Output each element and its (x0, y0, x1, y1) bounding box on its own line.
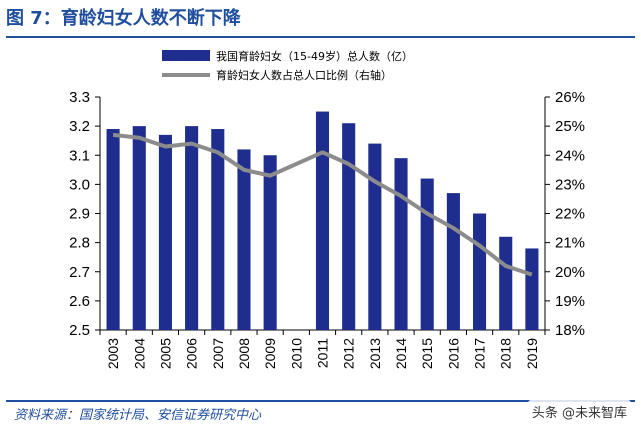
watermark: 头条 @未来智库 (528, 400, 631, 423)
bar (447, 193, 460, 330)
y-right-tick-label: 20% (555, 264, 585, 281)
x-tick-label: 2015 (419, 338, 435, 369)
legend-label-line: 育龄妇女人数占总人口比例（右轴） (216, 68, 392, 82)
y-right-tick-label: 26% (555, 89, 585, 106)
y-right-tick-label: 21% (555, 235, 585, 252)
x-tick-label: 2014 (393, 338, 409, 369)
bar (316, 112, 329, 330)
y-left-tick-label: 2.9 (69, 206, 90, 223)
y-left-tick-label: 3.0 (69, 176, 90, 193)
y-left-tick-label: 2.7 (69, 264, 90, 281)
bar (107, 129, 120, 330)
y-right-tick-label: 24% (555, 147, 585, 164)
x-tick-label: 2010 (288, 338, 304, 369)
x-tick-label: 2008 (236, 338, 252, 369)
bar-line-chart: 我国育龄妇女（15-49岁）总人数（亿） 育龄妇女人数占总人口比例（右轴） 2.… (0, 0, 641, 400)
bar (159, 135, 172, 330)
x-tick-label: 2004 (131, 338, 147, 369)
y-left-tick-label: 2.8 (69, 235, 90, 252)
bar (211, 129, 224, 330)
x-tick-label: 2003 (105, 338, 121, 369)
y-left-tick-label: 2.6 (69, 293, 90, 310)
y-left-tick-label: 2.5 (69, 322, 90, 339)
legend-label-bar: 我国育龄妇女（15-49岁）总人数（亿） (216, 49, 413, 63)
x-tick-label: 2019 (524, 338, 540, 369)
y-right-tick-label: 25% (555, 118, 585, 135)
y-right-tick-label: 22% (555, 206, 585, 223)
x-tick-label: 2013 (367, 338, 383, 369)
bar (133, 126, 146, 330)
x-tick-label: 2007 (210, 338, 226, 369)
y-left-tick-label: 3.3 (69, 89, 90, 106)
bar (525, 248, 538, 330)
bar (499, 237, 512, 330)
chart-legend: 我国育龄妇女（15-49岁）总人数（亿） 育龄妇女人数占总人口比例（右轴） (162, 49, 413, 82)
x-tick-label: 2006 (184, 338, 200, 369)
x-tick-label: 2016 (445, 338, 461, 369)
y-right-tick-label: 18% (555, 322, 585, 339)
x-tick-label: 2018 (498, 338, 514, 369)
y-right-tick-label: 23% (555, 176, 585, 193)
x-tick-labels: 2003 2004 2005 2006 2007 2008 2009 2010 2011 2012… (100, 330, 545, 369)
y-left-tick-label: 3.1 (69, 147, 90, 164)
bar (342, 123, 355, 330)
bar (473, 214, 486, 331)
bar (264, 155, 277, 330)
x-tick-label: 2012 (341, 338, 357, 369)
bar (394, 158, 407, 330)
x-tick-label: 2017 (472, 338, 488, 369)
y-right-tick-label: 19% (555, 293, 585, 310)
legend-swatch-bar (162, 50, 210, 61)
source-note: 资料来源：国家统计局、安信证券研究中心 (14, 404, 261, 423)
y-left-tick-label: 3.2 (69, 118, 90, 135)
bar (237, 149, 250, 330)
x-tick-label: 2011 (315, 338, 331, 368)
bar (421, 179, 434, 330)
bar (185, 126, 198, 330)
x-tick-label: 2005 (157, 338, 173, 369)
x-tick-label: 2009 (262, 338, 278, 369)
bar (368, 144, 381, 330)
